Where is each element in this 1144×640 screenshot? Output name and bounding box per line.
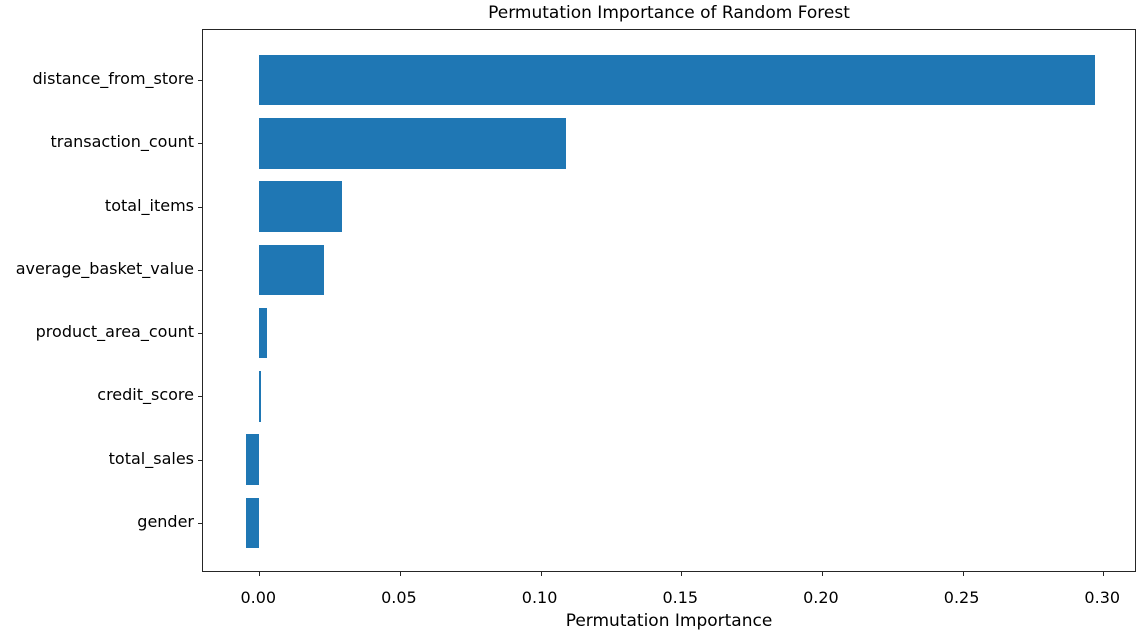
- bar-credit_score: [259, 371, 261, 422]
- y-tick-mark: [198, 523, 202, 524]
- x-axis-title: Permutation Importance: [565, 611, 773, 631]
- y-tick-label-distance_from_store: distance_from_store: [32, 68, 195, 88]
- x-tick-label-0.25: 0.25: [943, 588, 980, 607]
- bar-average_basket_value: [259, 244, 324, 296]
- chart-title: Permutation Importance of Random Forest: [488, 3, 850, 23]
- bar-total_sales: [245, 434, 260, 486]
- x-tick-mark: [962, 572, 964, 576]
- x-tick-label-0.15: 0.15: [662, 588, 699, 607]
- x-tick-mark: [259, 572, 261, 576]
- y-tick-mark: [198, 459, 202, 461]
- y-tick-label-total_sales: total_sales: [108, 448, 194, 468]
- x-tick-mark: [821, 572, 823, 576]
- x-tick-mark: [399, 572, 401, 576]
- x-tick-mark: [681, 572, 683, 576]
- bar-total_items: [259, 181, 343, 232]
- x-tick-mark: [540, 572, 542, 576]
- y-tick-label-average_basket_value: average_basket_value: [15, 258, 194, 278]
- bar-product_area_count: [259, 307, 267, 359]
- y-tick-label-product_area_count: product_area_count: [35, 322, 194, 342]
- y-tick-mark: [198, 79, 202, 81]
- y-tick-mark: [198, 206, 202, 208]
- x-tick-label-0.00: 0.00: [240, 588, 277, 607]
- y-tick-mark: [198, 396, 202, 398]
- bar-transaction_count: [259, 117, 566, 169]
- x-tick-label-0.05: 0.05: [381, 588, 417, 607]
- bar-gender: [245, 497, 260, 549]
- x-tick-mark: [1103, 572, 1105, 576]
- x-tick-label-0.20: 0.20: [803, 588, 839, 607]
- y-tick-label-credit_score: credit_score: [97, 385, 194, 405]
- y-tick-mark: [198, 143, 202, 145]
- y-tick-mark: [198, 333, 202, 335]
- x-tick-label-0.10: 0.10: [521, 588, 558, 607]
- x-tick-label-0.30: 0.30: [1084, 588, 1121, 607]
- y-tick-label-gender: gender: [137, 512, 194, 531]
- y-tick-label-transaction_count: transaction_count: [50, 132, 194, 152]
- y-tick-label-total_items: total_items: [104, 195, 194, 215]
- y-tick-mark: [198, 269, 202, 271]
- plot-area: [198, 29, 1136, 576]
- bar-distance_from_store: [259, 54, 1095, 106]
